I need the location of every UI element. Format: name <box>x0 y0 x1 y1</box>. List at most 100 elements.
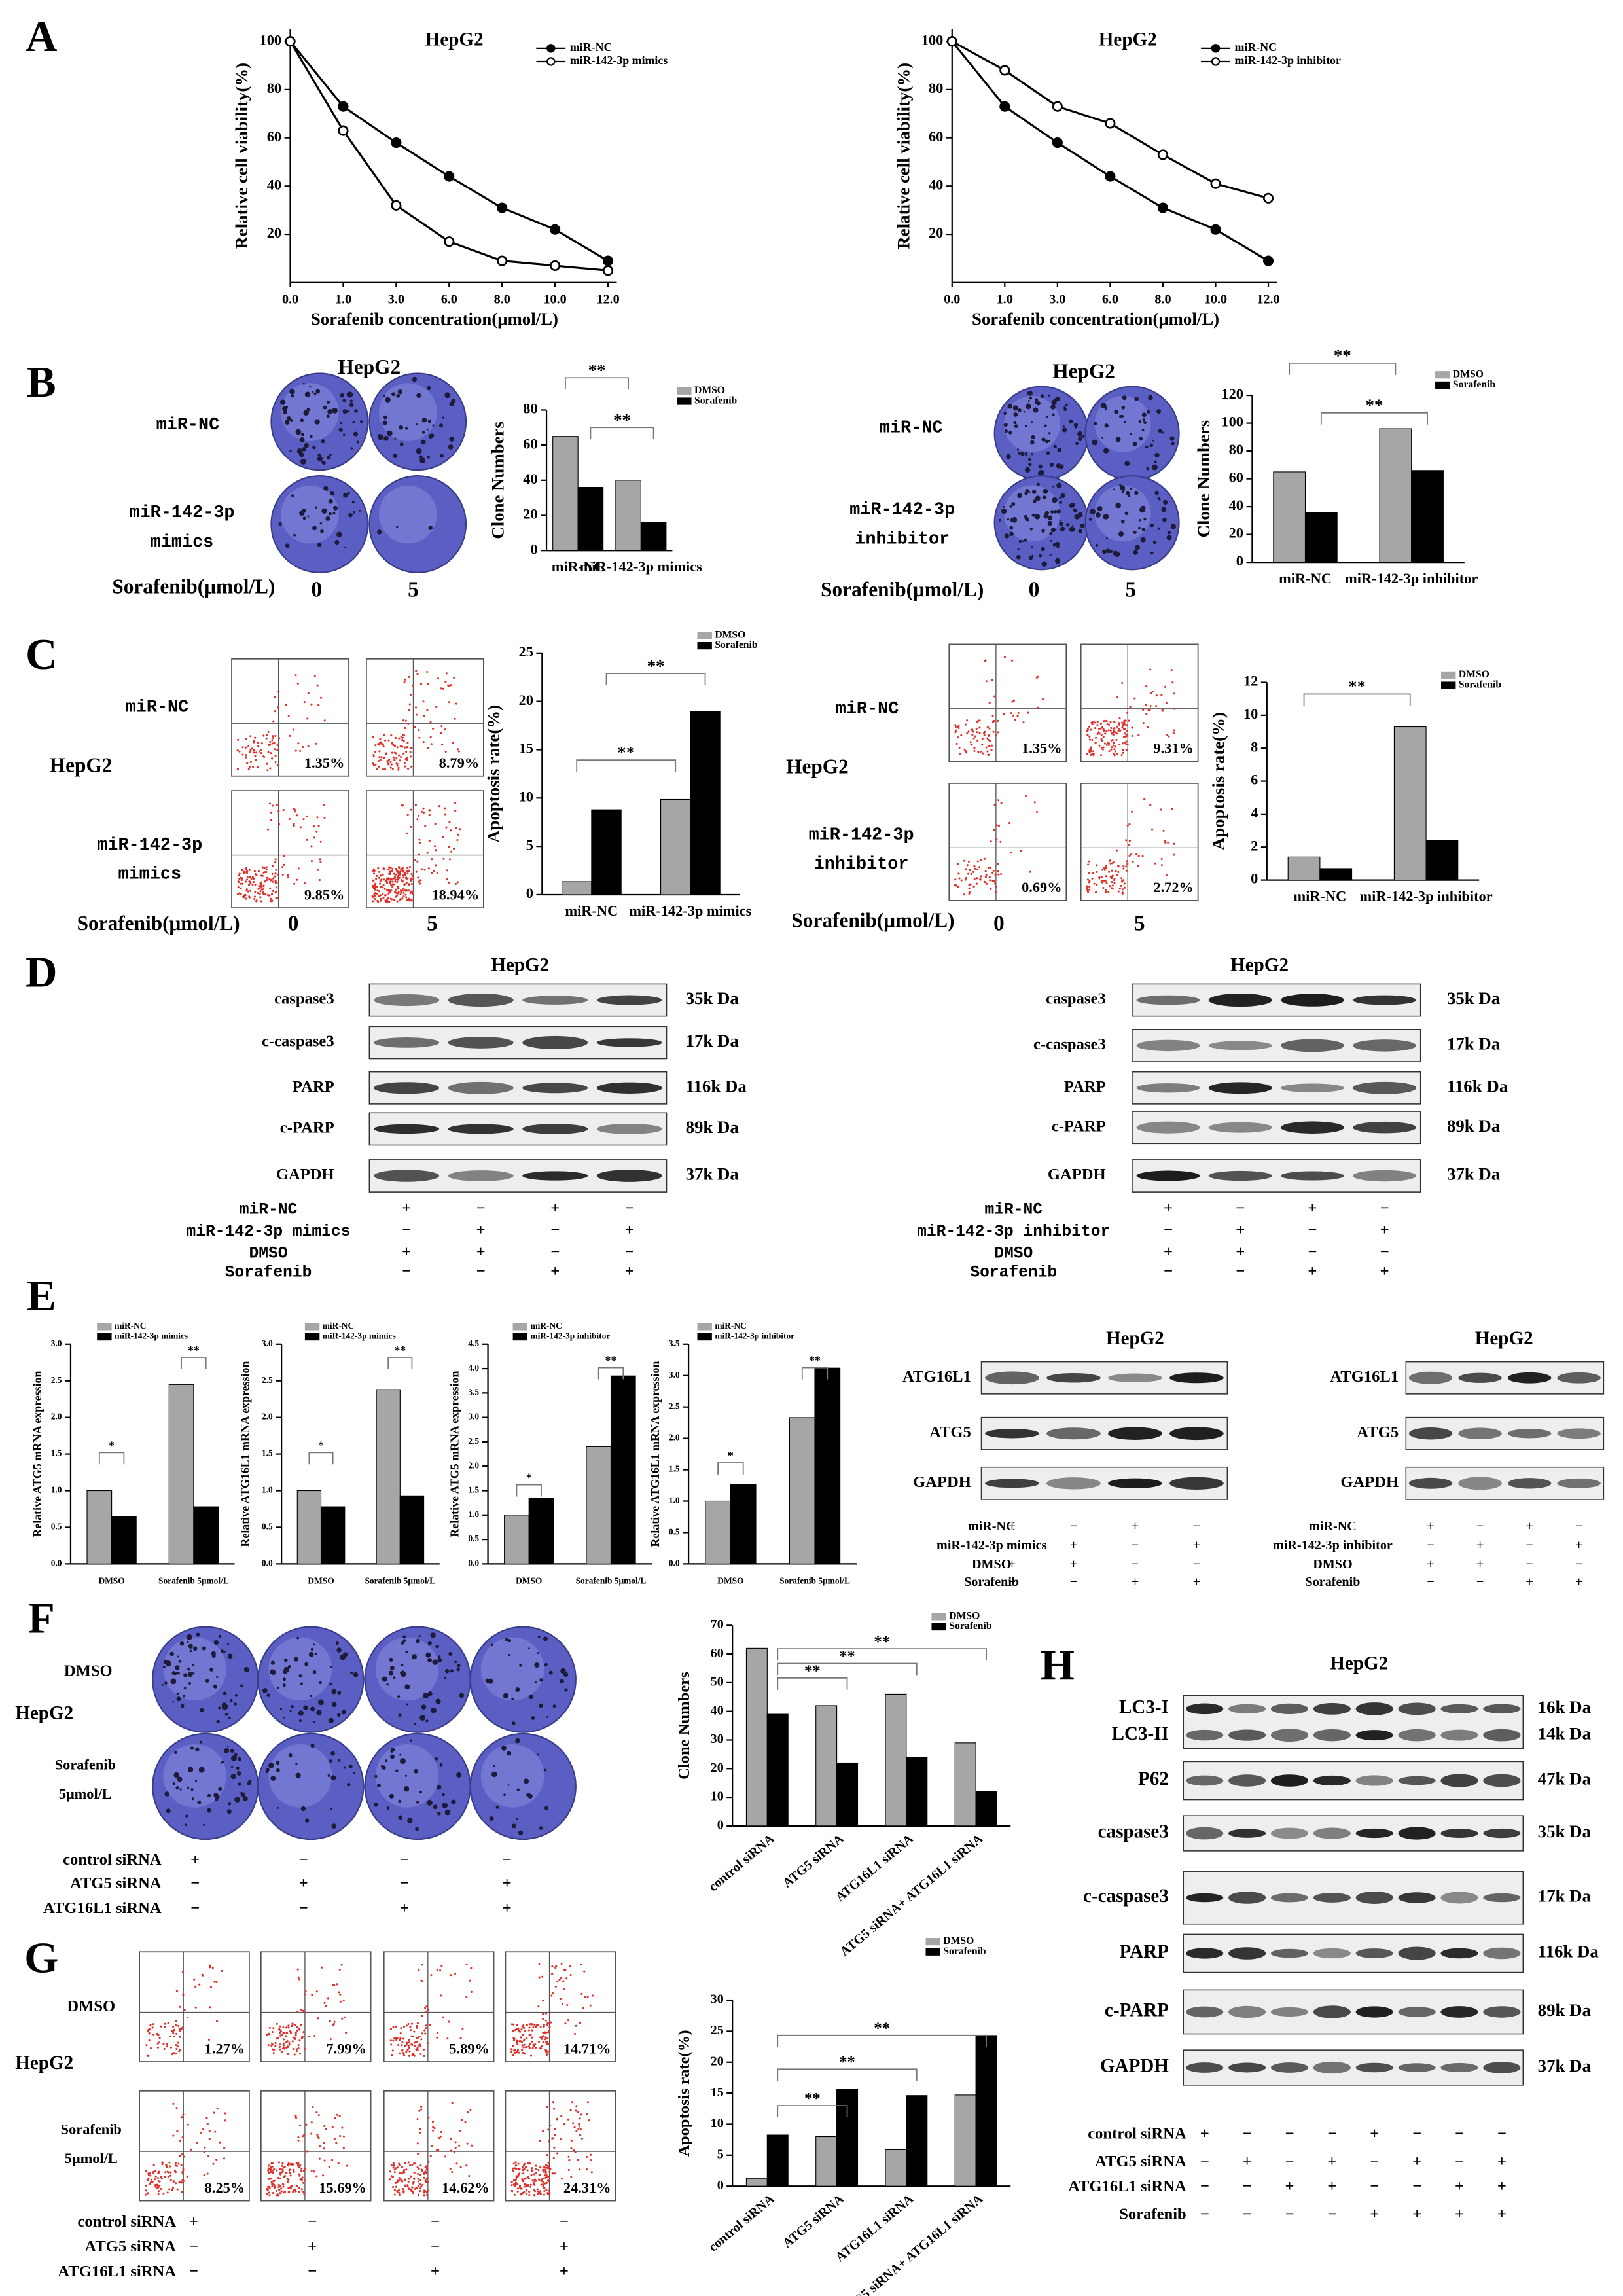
colony <box>312 1670 317 1674</box>
event <box>988 734 990 737</box>
colony <box>303 410 309 416</box>
event <box>580 2128 582 2131</box>
y-tick-label: 50 <box>711 1675 724 1689</box>
colony <box>1024 492 1028 495</box>
bar <box>528 1498 554 1564</box>
event <box>522 2024 525 2026</box>
event <box>993 882 997 885</box>
event <box>1155 694 1158 697</box>
sign: + <box>402 1244 411 1261</box>
event <box>237 881 240 884</box>
event <box>418 838 421 841</box>
event <box>997 873 1000 876</box>
colony <box>1133 530 1137 534</box>
event <box>300 2188 303 2191</box>
bar <box>320 1506 346 1564</box>
event <box>425 2168 428 2170</box>
panel-letter: H <box>1041 1640 1075 1689</box>
event <box>1155 705 1158 708</box>
event <box>249 750 251 753</box>
event <box>466 2142 469 2145</box>
event <box>179 2139 181 2142</box>
event <box>398 867 401 870</box>
event <box>392 2166 395 2169</box>
colony <box>1050 404 1056 410</box>
event <box>171 2030 173 2032</box>
event <box>410 825 412 828</box>
dose-label: Sorafenib(μmol/L) <box>791 909 954 932</box>
event <box>296 814 298 817</box>
event <box>399 893 402 896</box>
event <box>559 1998 562 2000</box>
colony <box>435 1698 441 1704</box>
event <box>265 870 268 874</box>
event <box>293 2189 296 2191</box>
blot-strip <box>1132 1111 1421 1145</box>
event <box>999 840 1002 843</box>
event <box>395 895 397 898</box>
event <box>293 882 296 885</box>
event <box>390 889 393 892</box>
event <box>276 804 278 806</box>
colony <box>228 1716 231 1719</box>
colony <box>200 1708 204 1713</box>
event <box>529 2183 532 2186</box>
colony <box>1037 470 1044 476</box>
event <box>257 891 259 895</box>
event <box>465 1996 468 1998</box>
event <box>554 2134 556 2136</box>
event <box>1102 887 1105 889</box>
event <box>1128 854 1131 857</box>
y-tick-label: 6 <box>1251 772 1258 788</box>
event <box>283 2047 286 2050</box>
event <box>1111 880 1113 883</box>
y-axis-label: Apoptosis rate(%) <box>675 2030 693 2156</box>
event <box>181 2153 183 2156</box>
percent-label: 0.69% <box>1022 879 1062 895</box>
event <box>382 867 385 870</box>
event <box>1160 864 1164 867</box>
colony <box>1031 513 1035 517</box>
event <box>1017 711 1020 714</box>
panel-letter: B <box>27 357 56 406</box>
event <box>470 1990 473 1993</box>
event <box>379 882 382 885</box>
colony <box>428 526 433 530</box>
event <box>1135 853 1138 855</box>
event <box>1010 659 1013 662</box>
colony <box>298 1710 304 1716</box>
colony <box>454 1660 457 1664</box>
event <box>1090 753 1092 756</box>
sign: − <box>550 1221 560 1239</box>
event <box>174 2161 177 2164</box>
band <box>1208 1041 1272 1050</box>
event <box>1092 752 1095 755</box>
event <box>268 2032 270 2035</box>
band <box>1398 2007 1436 2017</box>
event <box>1110 887 1113 889</box>
colony <box>437 1785 442 1790</box>
sign: + <box>1497 2178 1507 2195</box>
event <box>544 2049 547 2051</box>
event <box>516 2183 519 2185</box>
event <box>339 2135 342 2138</box>
event <box>512 2023 515 2026</box>
colony <box>534 1681 537 1684</box>
event <box>972 730 974 733</box>
colony <box>437 1812 441 1816</box>
event <box>512 2030 514 2032</box>
event <box>374 750 376 753</box>
event <box>302 2031 305 2034</box>
event <box>274 734 277 737</box>
protein-label: c-PARP <box>280 1119 334 1137</box>
event <box>510 2051 513 2053</box>
event <box>1012 699 1016 702</box>
event <box>416 2026 418 2029</box>
colony <box>432 1659 438 1665</box>
legend-label: Sorafenib <box>949 1621 992 1632</box>
event <box>156 2046 160 2049</box>
dose-value: 5 <box>1134 912 1145 936</box>
event <box>421 1980 424 1982</box>
colony <box>283 1658 288 1662</box>
event <box>510 2048 513 2051</box>
